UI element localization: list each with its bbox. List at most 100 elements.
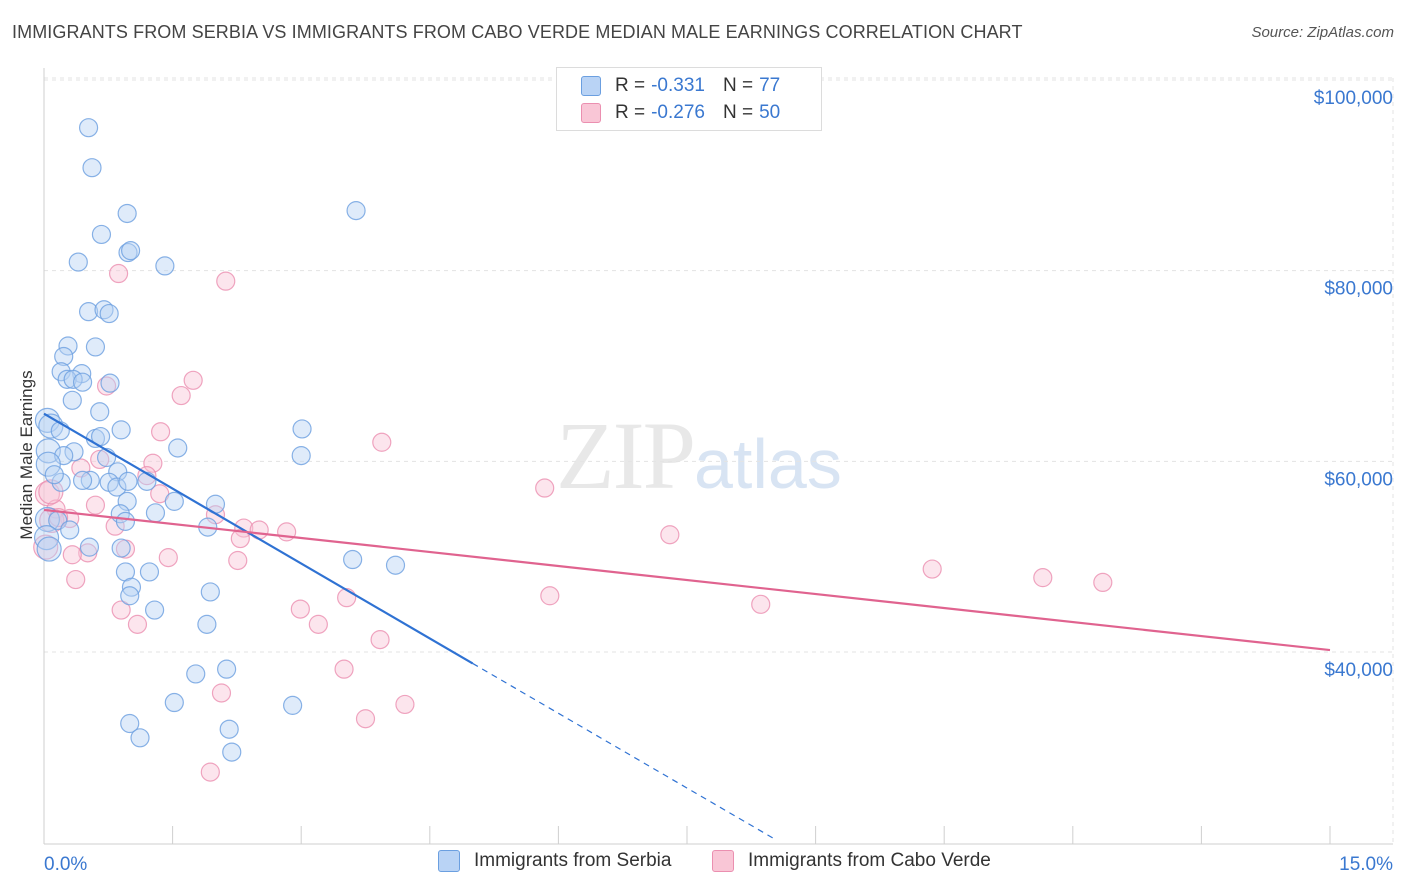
cabo-point — [660, 525, 680, 545]
serbia-point — [155, 256, 175, 276]
series-legend: Immigrants from Serbia Immigrants from C… — [0, 850, 1406, 878]
legend-r-value-serbia: -0.331 — [651, 75, 705, 96]
serbia-point — [145, 503, 166, 523]
legend-r-label-serbia: R = — [615, 75, 646, 96]
serbia-point — [91, 224, 112, 245]
cabo-point — [143, 453, 163, 473]
series-swatch-cabo — [712, 850, 734, 872]
cabo-point — [127, 614, 148, 634]
cabo-point — [38, 479, 64, 505]
cabo-point — [370, 630, 390, 650]
serbia-point — [186, 664, 206, 684]
cabo-point — [228, 550, 248, 571]
serbia-point — [346, 201, 366, 221]
legend-r-value-cabo: -0.276 — [651, 102, 705, 123]
serbia-point — [385, 555, 406, 575]
series-legend-serbia: Immigrants from Serbia — [438, 850, 671, 872]
watermark-atlas: atlas — [694, 425, 842, 503]
cabo-point — [211, 683, 232, 703]
legend-swatch-cabo — [581, 103, 601, 123]
x-tick-label-min: 0.0% — [44, 854, 87, 875]
serbia-point — [100, 373, 120, 393]
serbia-point — [50, 421, 70, 441]
cabo-point — [1093, 572, 1113, 593]
cabo-point — [108, 263, 129, 284]
cabo-point — [230, 528, 250, 549]
cabo-point — [334, 659, 354, 679]
serbia-point — [200, 582, 220, 602]
serbia-point — [35, 451, 61, 477]
serbia-point — [217, 659, 237, 679]
serbia-point — [62, 390, 82, 410]
serbia-point — [283, 695, 303, 715]
cabo-point — [535, 478, 555, 498]
cabo-point — [308, 614, 328, 634]
watermark-zip: ZIP — [556, 402, 696, 509]
series-label-serbia: Immigrants from Serbia — [474, 850, 672, 871]
serbia-point — [291, 446, 311, 466]
serbia-point — [78, 118, 99, 138]
cabo-point — [66, 569, 86, 590]
y-tick-label: $60,000 — [1324, 469, 1393, 490]
cabo-point — [216, 271, 236, 291]
serbia-point — [130, 728, 150, 748]
serbia-point — [197, 614, 217, 634]
cabo-point — [183, 370, 203, 390]
series-legend-cabo: Immigrants from Cabo Verde — [712, 850, 991, 872]
legend-row-serbia: R = -0.331 N = 77 — [581, 72, 780, 100]
serbia-point — [115, 511, 136, 531]
serbia-point — [144, 600, 165, 620]
legend-n-label-cabo: N = — [722, 102, 754, 123]
serbia-point — [117, 491, 137, 511]
serbia-point — [107, 477, 127, 497]
cabo-point — [96, 376, 117, 396]
cabo-point — [85, 495, 106, 515]
cabo-trendline — [43, 508, 1331, 652]
legend-r-label-cabo: R = — [615, 102, 646, 123]
cabo-point — [922, 559, 942, 579]
serbia-point — [79, 537, 100, 557]
legend-swatch-serbia — [581, 76, 601, 96]
cabo-point — [1033, 568, 1053, 588]
serbia-point — [72, 470, 93, 490]
serbia-point — [168, 438, 188, 458]
serbia-point — [64, 442, 84, 462]
legend-row-cabo: R = -0.276 N = 50 — [581, 99, 780, 127]
serbia-point — [111, 420, 131, 440]
serbia-point — [219, 719, 239, 739]
cabo-point — [395, 694, 415, 715]
serbia-point — [120, 713, 140, 734]
cabo-point — [200, 762, 220, 782]
serbia-point — [343, 549, 363, 570]
serbia-point — [80, 470, 100, 490]
serbia-point — [99, 303, 119, 324]
serbia-point — [222, 742, 242, 762]
y-tick-label: $80,000 — [1324, 279, 1393, 300]
serbia-point — [34, 506, 61, 533]
serbia-point — [164, 491, 184, 511]
serbia-trendline-extension — [472, 662, 774, 839]
cabo-point — [372, 432, 392, 452]
cabo-point — [290, 599, 310, 619]
serbia-point — [111, 538, 131, 558]
watermark: ZIPatlas — [556, 400, 842, 511]
serbia-point — [51, 362, 71, 382]
serbia-point — [54, 346, 74, 367]
cabo-point — [355, 709, 376, 729]
y-tick-label: $100,000 — [1314, 88, 1393, 109]
serbia-point — [139, 562, 160, 582]
legend-n-value-serbia: 77 — [759, 75, 781, 96]
serbia-point — [94, 300, 114, 320]
serbia-point — [164, 692, 184, 713]
cabo-point — [158, 548, 178, 568]
legend-n-value-cabo: 50 — [759, 102, 781, 123]
cabo-point — [90, 449, 110, 470]
cabo-point — [111, 600, 131, 620]
series-swatch-serbia — [438, 850, 460, 872]
serbia-point — [120, 586, 140, 606]
cabo-point — [150, 422, 171, 442]
serbia-point — [82, 158, 102, 178]
serbia-point — [78, 302, 99, 322]
serbia-point — [36, 536, 62, 562]
